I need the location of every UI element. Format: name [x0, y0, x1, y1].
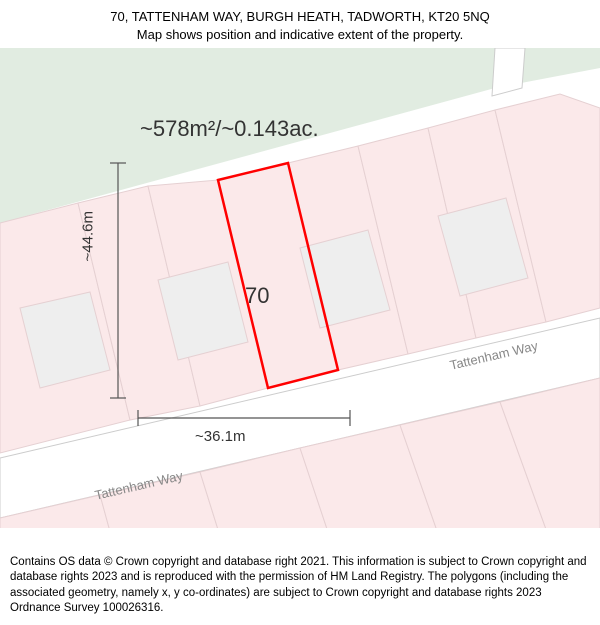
header: 70, TATTENHAM WAY, BURGH HEATH, TADWORTH… [0, 0, 600, 48]
width-dimension-label: ~36.1m [195, 428, 245, 445]
house-number-label: 70 [245, 283, 269, 309]
footer-copyright: Contains OS data © Crown copyright and d… [0, 547, 600, 625]
area-label: ~578m²/~0.143ac. [140, 116, 319, 142]
height-dimension-label: ~44.6m [80, 211, 97, 261]
address-line: 70, TATTENHAM WAY, BURGH HEATH, TADWORTH… [10, 8, 590, 26]
subtitle-line: Map shows position and indicative extent… [10, 26, 590, 44]
map-area: ~578m²/~0.143ac. ~44.6m ~36.1m 70 Tatten… [0, 48, 600, 528]
